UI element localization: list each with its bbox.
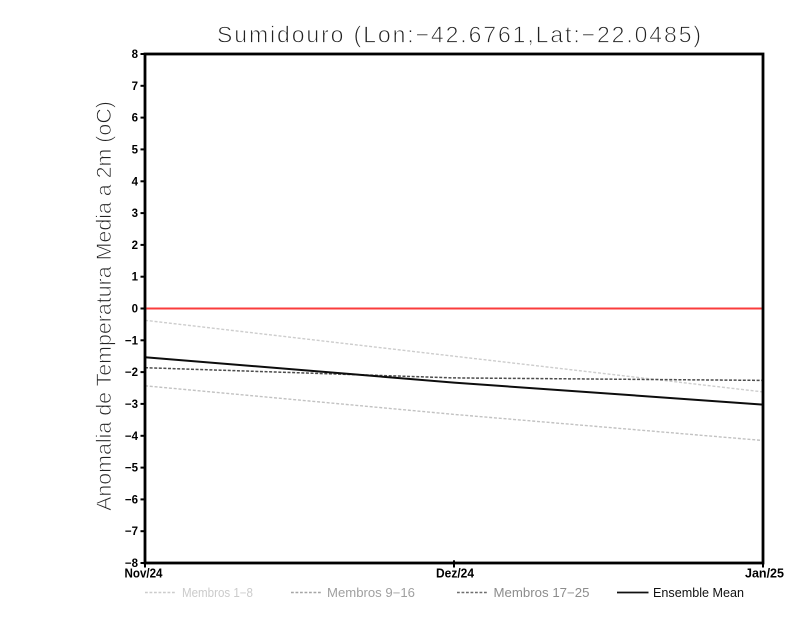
svg-text:3: 3 xyxy=(132,208,138,220)
svg-text:Sumidouro (Lon:−42.6761,Lat:−2: Sumidouro (Lon:−42.6761,Lat:−22.0485) xyxy=(217,22,703,48)
svg-text:−4: −4 xyxy=(125,431,139,443)
svg-text:−1: −1 xyxy=(125,335,139,347)
svg-text:1: 1 xyxy=(132,272,139,284)
svg-text:7: 7 xyxy=(132,81,138,93)
svg-text:5: 5 xyxy=(132,144,139,156)
svg-text:−7: −7 xyxy=(125,526,138,538)
svg-text:Nov/24: Nov/24 xyxy=(125,566,164,581)
svg-text:Ensemble Mean: Ensemble Mean xyxy=(653,586,744,600)
svg-text:Membros 9−16: Membros 9−16 xyxy=(327,586,415,600)
svg-text:−5: −5 xyxy=(125,463,139,475)
svg-text:Membros 17−25: Membros 17−25 xyxy=(494,586,590,600)
svg-text:6: 6 xyxy=(132,113,138,125)
svg-text:−6: −6 xyxy=(125,494,138,506)
svg-text:−8: −8 xyxy=(125,558,139,570)
svg-text:4: 4 xyxy=(132,176,139,188)
svg-text:−2: −2 xyxy=(125,367,138,379)
svg-text:Membros 1−8: Membros 1−8 xyxy=(182,586,253,600)
svg-text:8: 8 xyxy=(132,49,139,61)
svg-text:0: 0 xyxy=(132,304,138,316)
svg-text:Dez/24: Dez/24 xyxy=(436,566,475,581)
svg-text:Jan/25: Jan/25 xyxy=(745,566,784,581)
svg-text:2: 2 xyxy=(132,240,138,252)
svg-text:−3: −3 xyxy=(125,399,138,411)
svg-text:Anomalia de Temperatura Media: Anomalia de Temperatura Media a 2m (oC) xyxy=(92,101,116,511)
